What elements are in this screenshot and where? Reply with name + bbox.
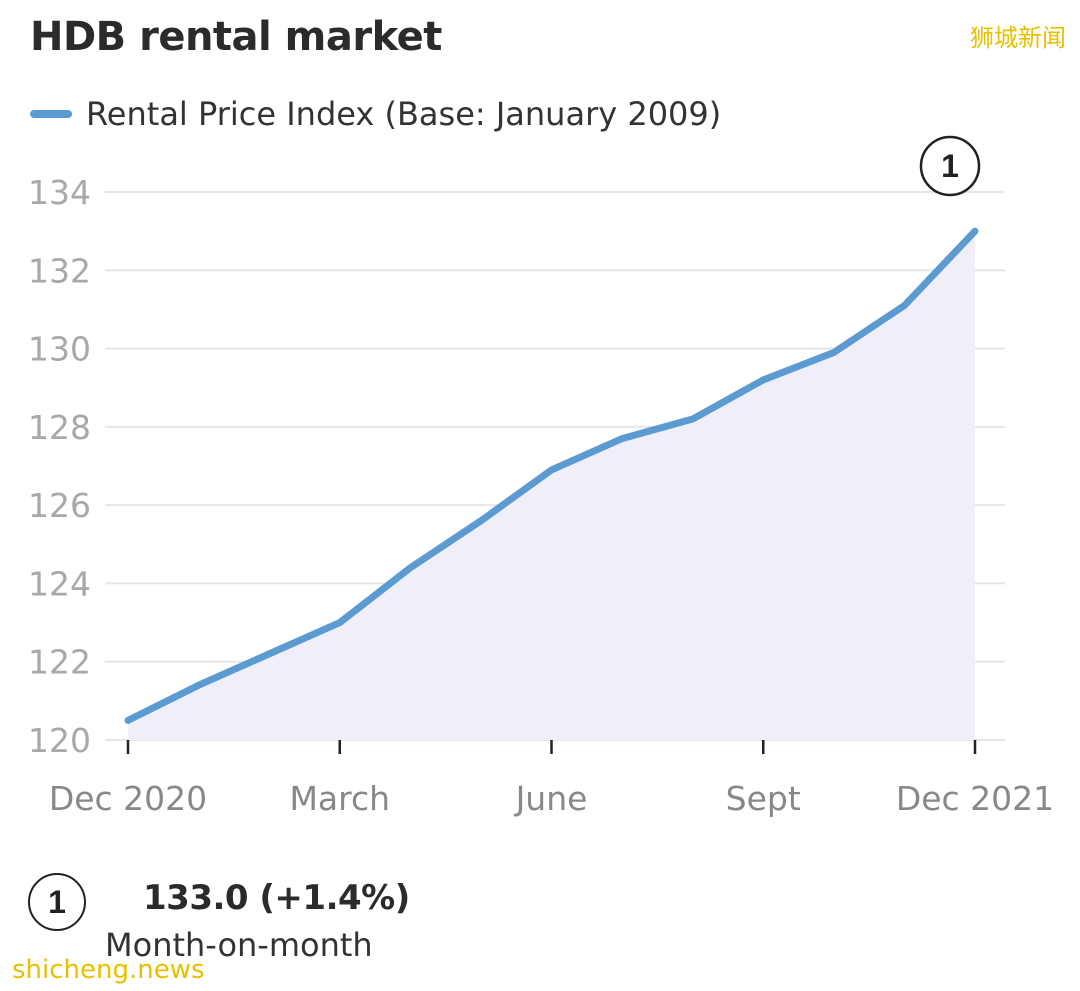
watermark-logo-text: 狮城新闻 — [970, 24, 1066, 52]
note-label: Month-on-month — [105, 926, 373, 964]
legend-label: Rental Price Index (Base: January 2009) — [86, 95, 722, 133]
annotation-circle-0 — [919, 135, 981, 197]
chart-title: HDB rental market — [30, 14, 442, 60]
y-tick-label-130: 130 — [28, 330, 91, 369]
x-tick-label-6: June — [514, 779, 588, 818]
watermark-site: shicheng.news — [12, 955, 205, 985]
note-marker-circle: 1 — [28, 873, 86, 931]
annotation-note: 1 133.0 (+1.4%) Month-on-month — [28, 868, 428, 968]
y-tick-label-124: 124 — [28, 564, 91, 603]
x-tick-label-3: March — [289, 779, 390, 818]
line-chart: 120 122 124 126 128 130 132 134 Dec 2020 March Jun… — [28, 135, 1054, 818]
annotation-marker-label-0: 1 — [941, 148, 959, 184]
y-tick-label-126: 126 — [28, 486, 91, 525]
x-tick-label-12: Dec 2021 — [896, 779, 1054, 818]
y-tick-label-132: 132 — [28, 251, 91, 290]
legend: Rental Price Index (Base: January 2009) — [30, 92, 721, 136]
area-fill — [128, 231, 975, 740]
x-tick-label-0: Dec 2020 — [49, 779, 207, 818]
note-value: 133.0 (+1.4%) — [143, 878, 410, 918]
y-tick-label-120: 120 — [28, 721, 91, 760]
y-tick-label-122: 122 — [28, 643, 91, 682]
y-tick-label-134: 134 — [28, 173, 91, 212]
legend-swatch — [30, 110, 72, 118]
y-tick-label-128: 128 — [28, 408, 91, 447]
x-tick-label-9: Sept — [726, 779, 801, 818]
